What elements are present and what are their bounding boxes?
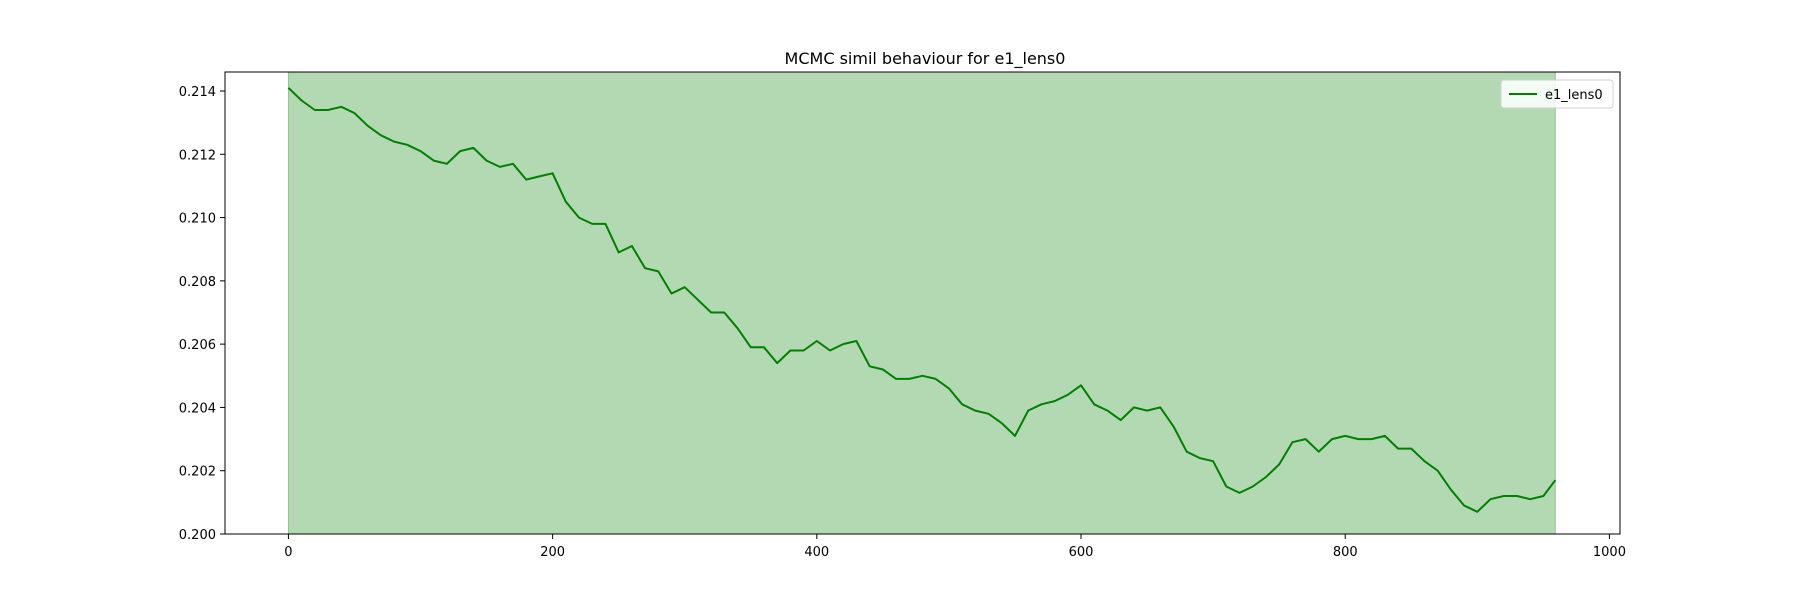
x-axis: 0 200 400 600 800 1000 [284,534,1626,560]
y-tick-label: 0.202 [179,465,216,480]
shaded-region-layer [287,72,1556,534]
legend: e1_lens0 [1500,79,1614,109]
y-tick-label: 0.212 [179,148,216,163]
y-axis: 0.200 0.202 0.204 0.206 0.208 0.210 0.212 0.214 [179,85,225,543]
x-tick-label: 200 [540,545,565,560]
y-tick-label: 0.214 [179,85,216,100]
y-tick-label: 0.200 [179,528,216,543]
y-tick-label: 0.206 [179,338,216,353]
x-tick-label: 400 [804,545,829,560]
shaded-region [287,72,1556,534]
x-tick-label: 600 [1069,545,1094,560]
plot-frame [224,71,1621,535]
legend-label: e1_lens0 [1545,88,1603,103]
x-tick-label: 800 [1333,545,1358,560]
series-layer [287,87,1557,513]
y-tick-label: 0.204 [179,401,216,416]
chart-title: MCMC simil behaviour for e1_lens0 [785,49,1066,69]
x-tick-label: 1000 [1593,545,1626,560]
y-tick-label: 0.208 [179,275,216,290]
x-tick-label: 0 [284,545,292,560]
y-tick-label: 0.210 [179,212,216,227]
series-line-e1_lens0 [287,87,1557,513]
legend-box [1500,79,1614,109]
